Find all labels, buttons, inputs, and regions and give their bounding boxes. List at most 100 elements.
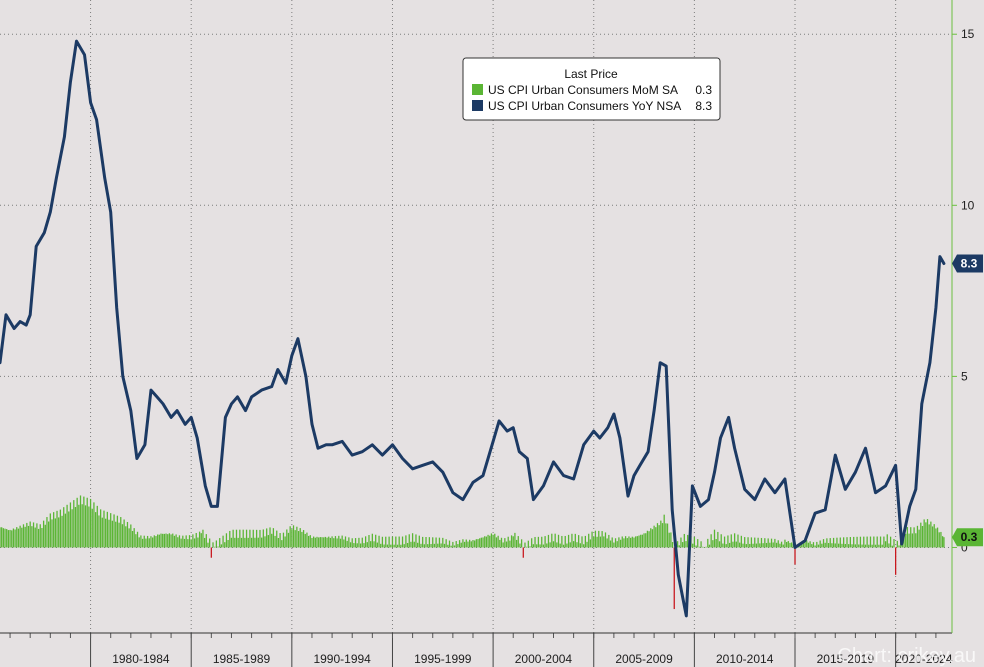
mom-bar bbox=[893, 539, 895, 548]
mom-bar bbox=[502, 542, 504, 548]
mom-bar bbox=[854, 544, 857, 548]
mom-bar bbox=[475, 539, 477, 548]
mom-bar bbox=[12, 528, 15, 548]
mom-bar bbox=[537, 536, 540, 548]
mom-bar bbox=[284, 536, 286, 548]
mom-bar bbox=[938, 532, 940, 548]
mom-bar bbox=[812, 542, 815, 548]
mom-bar bbox=[27, 525, 30, 548]
mom-bar bbox=[210, 547, 212, 558]
mom-bar bbox=[291, 529, 293, 548]
mom-bar bbox=[48, 521, 50, 548]
mom-bar bbox=[4, 528, 6, 548]
yoy-point bbox=[441, 471, 444, 473]
yoy-line-group bbox=[0, 39, 946, 618]
mom-bar bbox=[438, 537, 441, 548]
yoy-point bbox=[518, 450, 521, 453]
mom-bar bbox=[225, 533, 228, 548]
mom-bar bbox=[546, 543, 548, 548]
mom-bar bbox=[59, 509, 62, 548]
mom-bar bbox=[923, 519, 925, 548]
mom-bar bbox=[645, 533, 647, 548]
mom-bar bbox=[373, 541, 375, 548]
mom-bar bbox=[318, 537, 320, 548]
x-tick-label: 1990-1994 bbox=[313, 652, 371, 666]
mom-bar bbox=[740, 535, 742, 548]
mom-bar bbox=[403, 544, 405, 548]
mom-bar bbox=[531, 538, 533, 548]
mom-bar bbox=[157, 534, 159, 548]
yoy-point bbox=[95, 118, 98, 121]
mom-bar bbox=[802, 541, 805, 548]
mom-bar bbox=[219, 538, 221, 548]
yoy-point bbox=[532, 498, 535, 501]
mom-bar bbox=[463, 541, 466, 548]
mom-bar bbox=[274, 535, 276, 548]
x-tick-label: 2005-2009 bbox=[615, 652, 673, 666]
yoy-point bbox=[69, 81, 72, 83]
mom-bar bbox=[515, 539, 518, 548]
mom-bar bbox=[279, 533, 281, 548]
mom-bar bbox=[151, 537, 154, 548]
mom-bar bbox=[207, 542, 209, 548]
yoy-point bbox=[351, 454, 354, 456]
mom-bar bbox=[86, 497, 88, 548]
mom-bar bbox=[653, 525, 655, 548]
mom-bar bbox=[732, 541, 734, 548]
mom-bar bbox=[707, 538, 709, 548]
mom-bar bbox=[728, 542, 731, 548]
mom-bar bbox=[584, 535, 586, 548]
mom-bar bbox=[188, 535, 191, 548]
mom-bar bbox=[313, 536, 315, 548]
yoy-point bbox=[939, 255, 941, 258]
yoy-point bbox=[824, 509, 827, 511]
mom-bar bbox=[200, 533, 202, 548]
mom-bar bbox=[754, 537, 756, 548]
mom-bar bbox=[733, 533, 736, 548]
mom-bar bbox=[26, 522, 28, 548]
mom-bar bbox=[455, 541, 457, 548]
mom-bar bbox=[262, 529, 264, 548]
x-tick-label: 1985-1989 bbox=[213, 652, 271, 666]
mom-bar bbox=[611, 537, 613, 548]
yoy-point bbox=[89, 101, 92, 104]
mom-bar bbox=[873, 536, 875, 548]
mom-bar bbox=[364, 536, 367, 548]
mom-bar bbox=[770, 538, 773, 548]
mom-bar bbox=[121, 524, 124, 548]
yoy-point bbox=[492, 440, 494, 443]
mom-bar bbox=[420, 543, 422, 548]
mom-bar bbox=[272, 528, 275, 548]
mom-bar bbox=[685, 541, 687, 548]
mom-bar bbox=[574, 533, 576, 548]
yoy-point bbox=[276, 368, 279, 371]
mom-bar bbox=[276, 530, 278, 548]
yoy-point bbox=[633, 474, 635, 477]
mom-bar bbox=[878, 544, 880, 548]
yoy-point bbox=[130, 409, 132, 412]
yoy-point bbox=[150, 389, 152, 391]
mom-bar bbox=[772, 542, 774, 548]
mom-bar bbox=[390, 544, 392, 548]
mom-bar bbox=[715, 539, 717, 548]
mom-bar bbox=[896, 540, 898, 548]
mom-bar bbox=[1, 527, 3, 548]
yoy-point bbox=[216, 505, 219, 508]
yoy-point bbox=[260, 389, 263, 391]
mom-bar bbox=[831, 543, 833, 548]
mom-bar bbox=[655, 527, 657, 548]
yoy-point bbox=[908, 505, 911, 508]
mom-bar bbox=[54, 518, 56, 548]
mom-bar bbox=[195, 532, 197, 548]
yoy-point bbox=[19, 320, 21, 323]
mom-bar bbox=[123, 519, 125, 548]
yoy-point bbox=[921, 402, 923, 405]
mom-bar bbox=[492, 534, 494, 548]
mom-bar bbox=[708, 544, 711, 548]
mom-bar bbox=[692, 543, 694, 548]
mom-bar bbox=[552, 541, 555, 548]
yoy-point bbox=[156, 396, 158, 398]
mom-bar bbox=[271, 533, 273, 548]
mom-bar bbox=[7, 530, 10, 548]
yoy-point bbox=[719, 437, 722, 439]
